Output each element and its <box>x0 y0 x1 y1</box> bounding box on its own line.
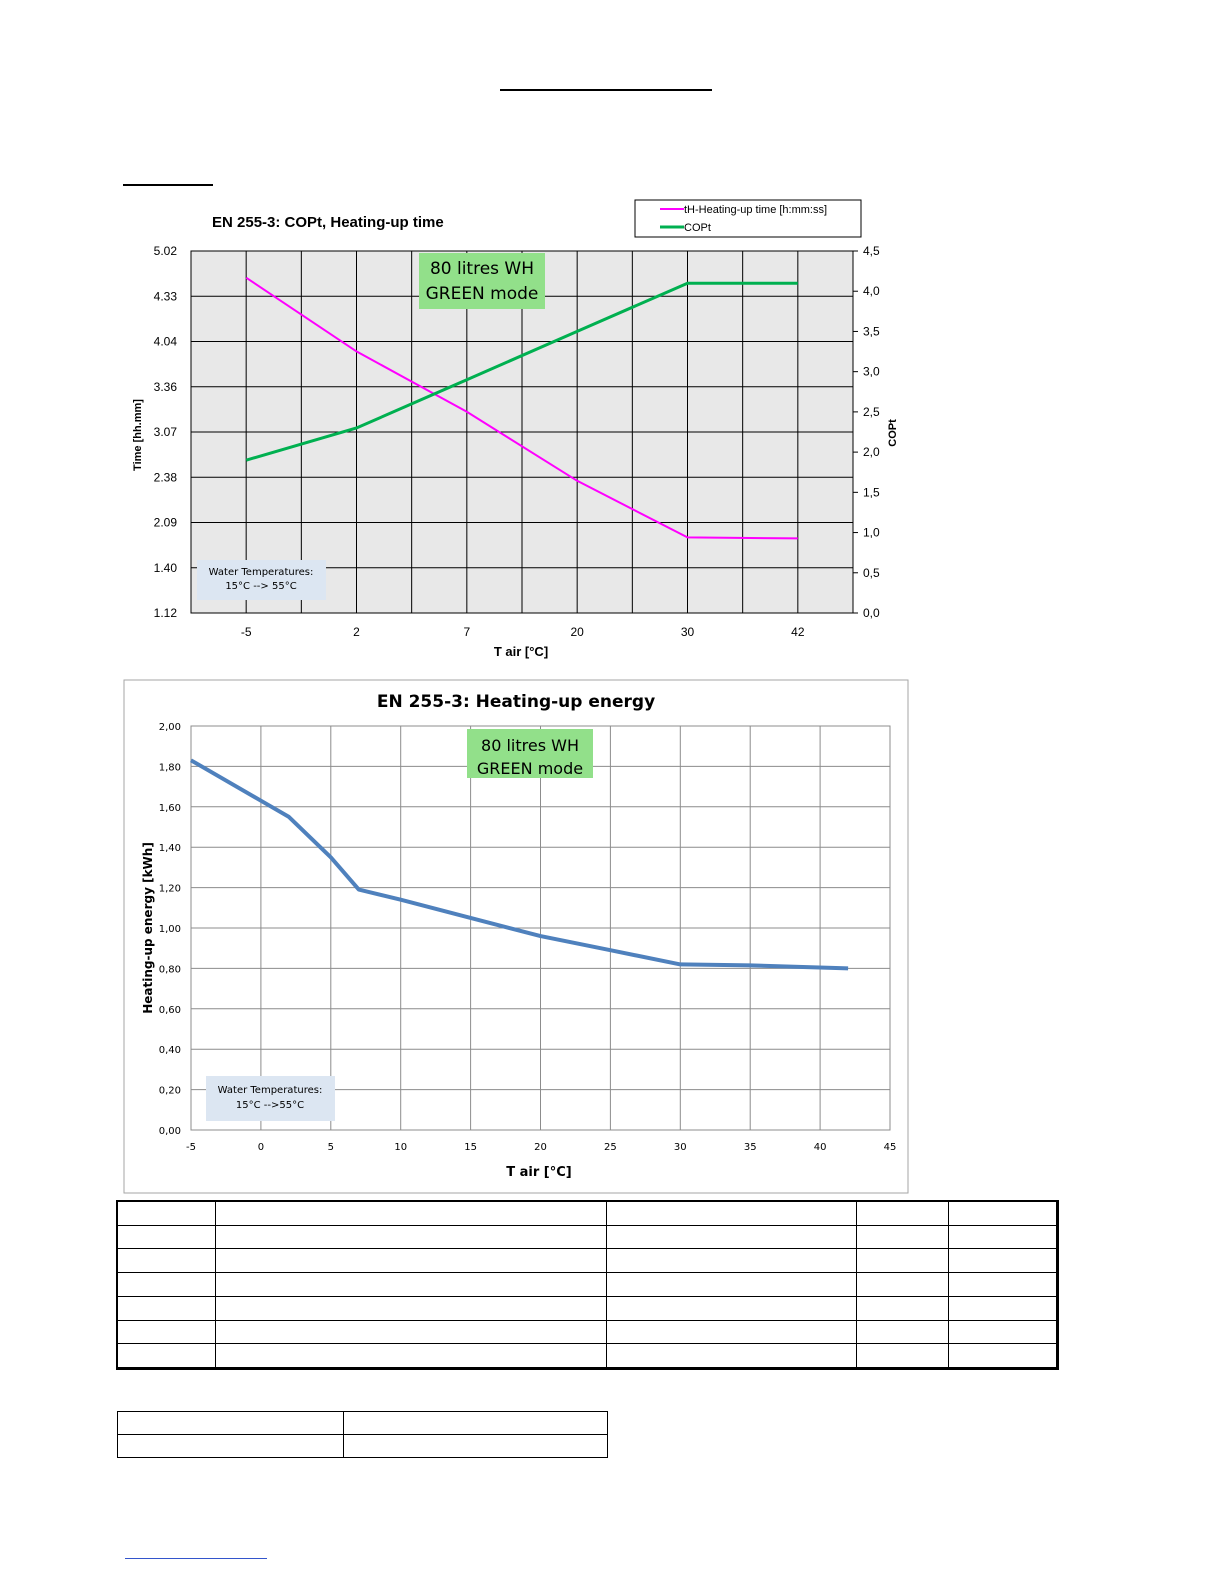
table-row <box>117 1411 609 1435</box>
x-axis-label: T air [°C] <box>494 644 548 659</box>
x-tick-label: 45 <box>884 1142 897 1153</box>
y-tick-label: 0,00 <box>159 1126 181 1137</box>
heating-energy-chart: -5 0 5 10 15 20 25 30 35 40 45 0,00 0,20 0,40 0,60 0,80… <box>123 679 909 1194</box>
y-tick-label-right: 1,5 <box>863 485 880 499</box>
y-tick-label-right: 0,0 <box>863 606 880 620</box>
note-line-2: 15°C -->55°C <box>236 1100 304 1111</box>
y-tick-label-left: 3.36 <box>154 380 178 394</box>
water-temperature-note: Water Temperatures: 15°C --> 55°C <box>197 560 326 600</box>
y-tick-label: 2,00 <box>159 722 181 733</box>
table-row <box>117 1295 1057 1321</box>
product-badge: 80 litres WH GREEN mode <box>467 729 593 778</box>
series-line-heating-energy <box>189 758 849 971</box>
y-tick-label: 0,60 <box>159 1005 181 1016</box>
y-tick-label: 1,60 <box>159 803 181 814</box>
y-tick-label-right: 4,5 <box>863 244 880 258</box>
top-header-rule <box>500 89 712 91</box>
table-row <box>117 1272 1057 1297</box>
x-tick-label: -5 <box>241 625 252 639</box>
y-tick-label-right: 0,5 <box>863 566 880 580</box>
y-tick-label: 1,20 <box>159 884 181 895</box>
chart-title: EN 255-3: COPt, Heating-up time <box>212 214 444 231</box>
badge-line-1: 80 litres WH <box>430 259 534 279</box>
plot-frame <box>190 725 891 1131</box>
y-tick-label-right: 3,0 <box>863 365 880 379</box>
y-tick-label: 0,40 <box>159 1045 181 1056</box>
x-tick-label: 20 <box>534 1142 547 1153</box>
x-tick-label: -5 <box>186 1142 196 1153</box>
y-tick-label-left: 1.40 <box>154 561 178 575</box>
x-tick-label: 30 <box>674 1142 687 1153</box>
data-table-main <box>117 1201 1057 1368</box>
badge-line-2: GREEN mode <box>477 759 583 778</box>
section-heading-rule <box>123 184 213 186</box>
data-table-secondary <box>117 1411 609 1458</box>
note-line-1: Water Temperatures: <box>209 567 314 578</box>
x-tick-label: 20 <box>570 625 584 639</box>
y-tick-label-left: 3.07 <box>154 425 178 439</box>
x-tick-label: 30 <box>681 625 695 639</box>
x-tick-label: 0 <box>258 1142 264 1153</box>
y-tick-label-left: 4.33 <box>154 289 178 303</box>
y-tick-label: 1,00 <box>159 924 181 935</box>
y-tick-label-left: 2.09 <box>154 516 178 530</box>
y-tick-label-left: 5.02 <box>154 244 178 258</box>
x-tick-label: 10 <box>394 1142 407 1153</box>
y-tick-label-left: 1.12 <box>154 606 178 620</box>
chart-title: EN 255-3: Heating-up energy <box>377 692 655 712</box>
y-tick-label-left: 4.04 <box>154 335 178 349</box>
table-row <box>117 1434 609 1458</box>
x-tick-label: 5 <box>328 1142 334 1153</box>
x-tick-label: 15 <box>464 1142 477 1153</box>
x-axis-label: T air [°C] <box>506 1165 571 1180</box>
table-row <box>117 1201 1057 1226</box>
product-badge: 80 litres WH GREEN mode <box>419 253 545 309</box>
badge-line-1: 80 litres WH <box>481 736 579 755</box>
legend-label-copt: COPt <box>684 222 711 234</box>
series-line-heating-time <box>245 276 798 540</box>
y-tick-label: 0,80 <box>159 964 181 975</box>
plot-frame <box>190 250 854 614</box>
x-tick-label: 40 <box>814 1142 827 1153</box>
table-row <box>117 1224 1057 1250</box>
table-row <box>117 1319 1057 1345</box>
y-tick-label: 1,40 <box>159 843 181 854</box>
y-axis-label: Heating-up energy [kWh] <box>141 842 155 1014</box>
charts-canvas: 5.02 4.33 4.04 3.36 3.07 2.38 2.09 1.40 1.12 4,5 4… <box>123 199 909 1194</box>
x-tick-label: 7 <box>463 625 470 639</box>
x-tick-label: 2 <box>353 625 360 639</box>
note-line-1: Water Temperatures: <box>218 1085 323 1096</box>
y-tick-label-right: 4,0 <box>863 284 880 298</box>
note-line-2: 15°C --> 55°C <box>225 581 296 592</box>
table-row <box>117 1248 1057 1274</box>
cop-heating-time-chart: 5.02 4.33 4.04 3.36 3.07 2.38 2.09 1.40 1.12 4,5 4… <box>132 199 899 659</box>
y-axis-label-left: Time [hh.mm] <box>132 399 144 471</box>
y-tick-label: 1,80 <box>159 762 181 773</box>
water-temperature-note: Water Temperatures: 15°C -->55°C <box>206 1076 335 1121</box>
x-tick-label: 35 <box>744 1142 757 1153</box>
y-tick-label-left: 2.38 <box>154 470 178 484</box>
series-line-copt <box>245 281 798 462</box>
x-tick-label: 42 <box>791 625 805 639</box>
y-tick-label-right: 1,0 <box>863 526 880 540</box>
legend-label-time: tH-Heating-up time [h:mm:ss] <box>684 204 827 216</box>
y-tick-label: 0,20 <box>159 1086 181 1097</box>
badge-line-2: GREEN mode <box>426 284 539 304</box>
y-tick-label-right: 2,0 <box>863 445 880 459</box>
footer-link-rule <box>125 1558 267 1559</box>
y-tick-label-right: 2,5 <box>863 405 880 419</box>
legend: tH-Heating-up time [h:mm:ss] COPt <box>634 199 862 238</box>
table-row <box>117 1343 1057 1368</box>
y-axis-label-right: COPt <box>887 419 899 447</box>
y-tick-label-right: 3,5 <box>863 324 880 338</box>
x-tick-label: 25 <box>604 1142 617 1153</box>
